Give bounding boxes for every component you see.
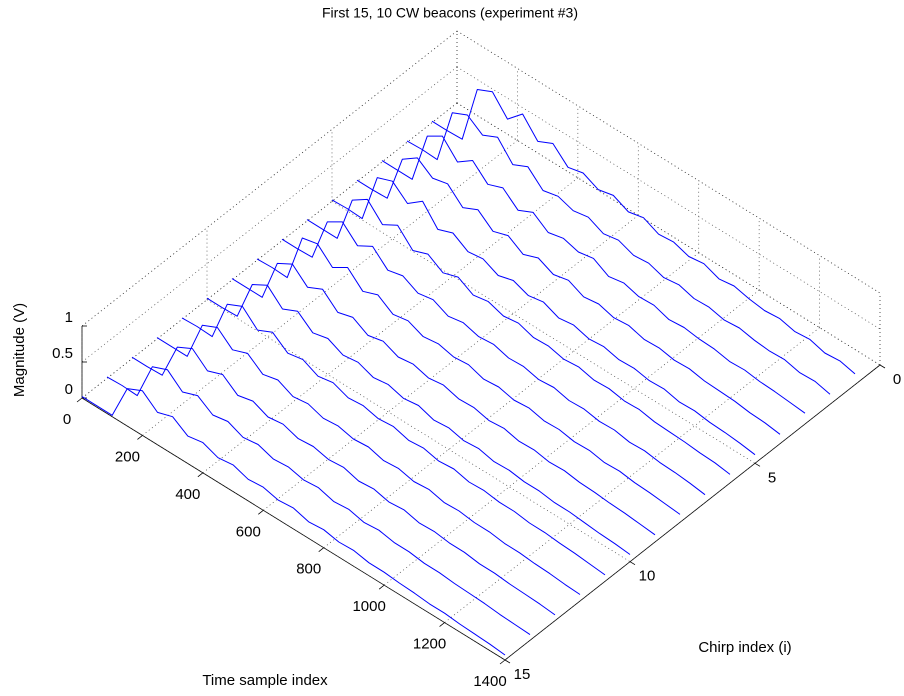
y-axis <box>504 364 881 661</box>
x-tick-label: 1200 <box>413 636 446 653</box>
x-tick <box>258 509 264 515</box>
trace <box>306 198 731 475</box>
y-tick <box>879 364 886 369</box>
trace <box>381 135 806 414</box>
x-tick <box>137 435 143 440</box>
trace <box>231 262 656 536</box>
grid-line <box>456 66 881 330</box>
y-tick-label: 15 <box>514 666 531 683</box>
chart-title: First 15, 10 CW beacons (experiment #3) <box>322 5 578 21</box>
y-tick <box>504 659 511 664</box>
z-tick-label: 1 <box>65 309 73 326</box>
x-tick-label: 200 <box>115 448 140 465</box>
y-tick <box>754 462 761 467</box>
y-axis-label: Chirp index (i) <box>698 639 791 656</box>
y-tick-label: 10 <box>639 568 656 585</box>
z-axis-label: Magnitude (V) <box>11 303 28 397</box>
x-tick-label: 0 <box>63 411 71 428</box>
grid-line <box>202 177 579 474</box>
trace <box>256 237 681 515</box>
trace <box>181 303 606 576</box>
trace <box>106 366 531 636</box>
x-tick <box>318 547 324 553</box>
z-tick-label: 0 <box>65 381 73 398</box>
x-tick <box>378 584 385 590</box>
grid-line <box>383 289 760 586</box>
trace <box>356 157 781 435</box>
grid-line <box>206 299 631 562</box>
y-tick-label: 0 <box>893 371 901 388</box>
x-tick-label: 400 <box>175 486 200 503</box>
grid-line <box>444 327 820 623</box>
trace <box>431 89 856 375</box>
grid-line <box>456 102 881 366</box>
box-edge <box>81 102 458 399</box>
x-tick <box>197 472 204 478</box>
trace <box>281 221 706 496</box>
grid-line <box>81 102 458 399</box>
trace <box>206 284 631 555</box>
grid-line <box>456 30 881 294</box>
x-tick <box>76 397 83 403</box>
trace <box>331 177 756 456</box>
x-tick-label: 1400 <box>473 673 506 690</box>
trace <box>81 388 506 656</box>
grid-line <box>142 140 518 436</box>
y-tick-label: 5 <box>768 469 776 486</box>
x-tick-label: 600 <box>236 523 261 540</box>
x-tick <box>499 659 506 665</box>
x-tick-label: 800 <box>296 561 321 578</box>
x-tick <box>439 622 445 627</box>
trace <box>406 112 831 395</box>
trace <box>156 324 581 595</box>
grid-line <box>81 397 506 661</box>
trace <box>131 346 556 616</box>
x-axis-label: Time sample index <box>202 672 328 689</box>
y-tick <box>629 561 636 566</box>
grid-line <box>263 215 639 511</box>
x-tick-label: 1000 <box>352 598 385 615</box>
grid-line <box>331 201 756 464</box>
z-tick-label: 0.5 <box>52 345 73 362</box>
grid-line <box>81 102 458 399</box>
